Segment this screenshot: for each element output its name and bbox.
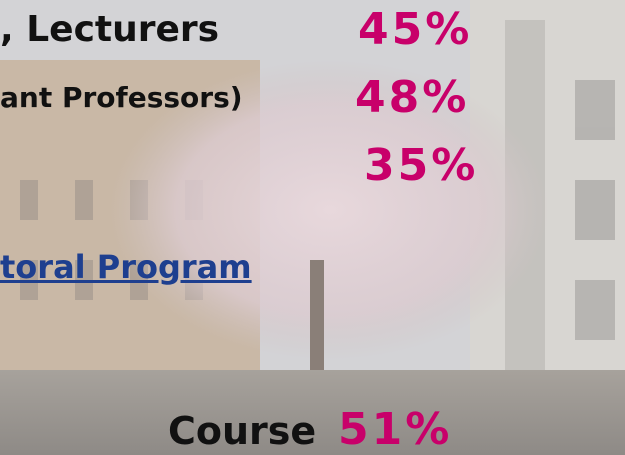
text-line: Course [168, 412, 316, 450]
program-link[interactable]: toral Program [0, 250, 252, 285]
percentage: 35% [364, 144, 478, 188]
percentage: 45% [358, 8, 472, 52]
slide: , Lecturers 45% ant Professors) 48% 35% … [0, 0, 625, 455]
text-line: ant Professors) [0, 84, 243, 112]
percentage: 51% [338, 408, 452, 452]
background-photo [0, 0, 625, 455]
percentage: 48% [355, 76, 469, 120]
text-line: , Lecturers [0, 12, 219, 48]
